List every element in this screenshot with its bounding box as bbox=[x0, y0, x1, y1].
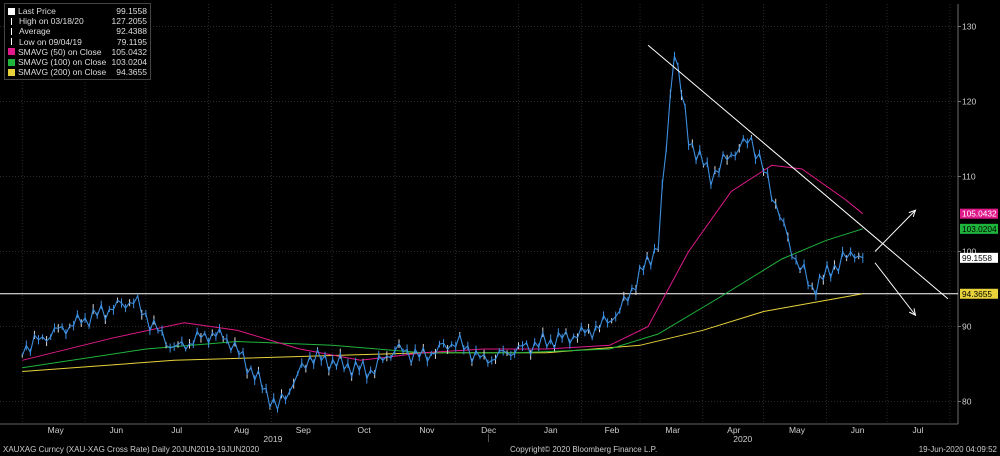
legend-label: Average bbox=[19, 26, 51, 37]
footer-copyright: Copyright© 2020 Bloomberg Finance L.P. bbox=[510, 445, 658, 454]
legend-entry: SMAVG (100) on Close 103.0204 bbox=[8, 57, 147, 67]
chart-canvas: 80 90 100 110 120 130 May Jun Jul Aug Sep Oct Nov Dec… bbox=[0, 0, 1000, 444]
legend-entry: High on 03/18/20 127.2055 bbox=[8, 16, 147, 26]
x-month-label: Jun bbox=[851, 425, 865, 435]
price-axis-tag bbox=[960, 252, 998, 263]
x-month-label: Jan bbox=[544, 425, 558, 435]
trendline-upper bbox=[647, 44, 949, 300]
price-axis-tag-label: 103.0204 bbox=[962, 224, 997, 234]
footer-security: XAUXAG Curncy (XAU-XAG Cross Rate) Daily… bbox=[3, 445, 260, 454]
price-axis-tag-label: 105.0432 bbox=[962, 209, 997, 219]
legend-value: 94.3655 bbox=[116, 67, 147, 78]
projection-arrow-shaft bbox=[874, 209, 916, 252]
legend-entry: Low on 09/04/19 79.1195 bbox=[8, 37, 147, 47]
x-month-label: May bbox=[789, 425, 806, 435]
x-month-label: Dec bbox=[481, 425, 497, 435]
x-year-label: 2019 bbox=[263, 434, 282, 444]
y-tick-label: 130 bbox=[962, 22, 976, 32]
legend-label: High on 03/18/20 bbox=[19, 16, 84, 27]
series-line-last-price bbox=[21, 56, 864, 412]
price-axis-tag-label: 94.3655 bbox=[962, 289, 992, 299]
legend-swatch bbox=[8, 7, 15, 15]
y-tick-label: 80 bbox=[962, 397, 972, 407]
x-month-label: Feb bbox=[605, 425, 620, 435]
x-month-label: Jul bbox=[913, 425, 924, 435]
legend-swatch bbox=[11, 17, 16, 25]
legend-swatch bbox=[8, 48, 15, 56]
price-axis-tag bbox=[960, 223, 998, 234]
legend-swatch bbox=[8, 68, 15, 76]
legend-value: 92.4388 bbox=[116, 26, 147, 37]
price-axis-tag-label: 99.1558 bbox=[962, 253, 992, 263]
price-axis-tag bbox=[960, 288, 998, 299]
projection-arrow-head bbox=[908, 308, 917, 317]
series-line-smavg-200- bbox=[22, 293, 863, 372]
series-line-smavg-100- bbox=[22, 228, 863, 369]
legend-entry: SMAVG (200) on Close 94.3655 bbox=[8, 67, 147, 77]
legend-entry: SMAVG (50) on Close 105.0432 bbox=[8, 47, 147, 57]
x-month-label: May bbox=[48, 425, 65, 435]
legend-label: Low on 09/04/19 bbox=[19, 36, 82, 47]
x-month-label: Apr bbox=[727, 425, 740, 435]
legend-swatch bbox=[11, 27, 16, 35]
chart-background bbox=[0, 0, 1000, 444]
x-year-label: 2020 bbox=[733, 434, 752, 444]
legend-value: 105.0432 bbox=[111, 46, 147, 57]
chart-footer: XAUXAG Curncy (XAU-XAG Cross Rate) Daily… bbox=[0, 444, 1000, 456]
y-tick-label: 90 bbox=[962, 322, 972, 332]
x-month-label: Jun bbox=[109, 425, 123, 435]
legend-label: Last Price bbox=[18, 6, 56, 16]
x-month-label: Aug bbox=[234, 425, 249, 435]
y-tick-label: 120 bbox=[962, 97, 976, 107]
legend-value: 99.1558 bbox=[116, 6, 147, 16]
price-axis-tag bbox=[960, 208, 998, 219]
legend-value: 79.1195 bbox=[116, 36, 147, 47]
x-month-label: Mar bbox=[665, 425, 680, 435]
x-month-label: Jul bbox=[171, 425, 182, 435]
legend-swatch bbox=[8, 58, 15, 66]
chart-legend: Last Price 99.1558 High on 03/18/20 127.205… bbox=[4, 3, 151, 81]
footer-timestamp: 19-Jun-2020 04:09:52 bbox=[918, 445, 997, 454]
x-month-label: Nov bbox=[419, 425, 435, 435]
y-tick-label: 110 bbox=[962, 172, 976, 182]
y-tick-label: 100 bbox=[962, 247, 976, 257]
x-month-label: Sep bbox=[296, 425, 311, 435]
legend-label: SMAVG (200) on Close bbox=[18, 67, 107, 78]
x-month-label: Oct bbox=[358, 425, 372, 435]
legend-swatch bbox=[11, 38, 16, 46]
legend-value: 127.2055 bbox=[111, 16, 147, 27]
projection-arrow-shaft bbox=[874, 262, 916, 316]
legend-label: SMAVG (100) on Close bbox=[18, 56, 107, 67]
legend-label: SMAVG (50) on Close bbox=[18, 46, 102, 57]
legend-value: 103.0204 bbox=[111, 56, 147, 67]
projection-arrow-head bbox=[908, 209, 917, 218]
legend-entry: Last Price 99.1558 bbox=[8, 6, 147, 16]
legend-entry: Average 92.4388 bbox=[8, 26, 147, 36]
